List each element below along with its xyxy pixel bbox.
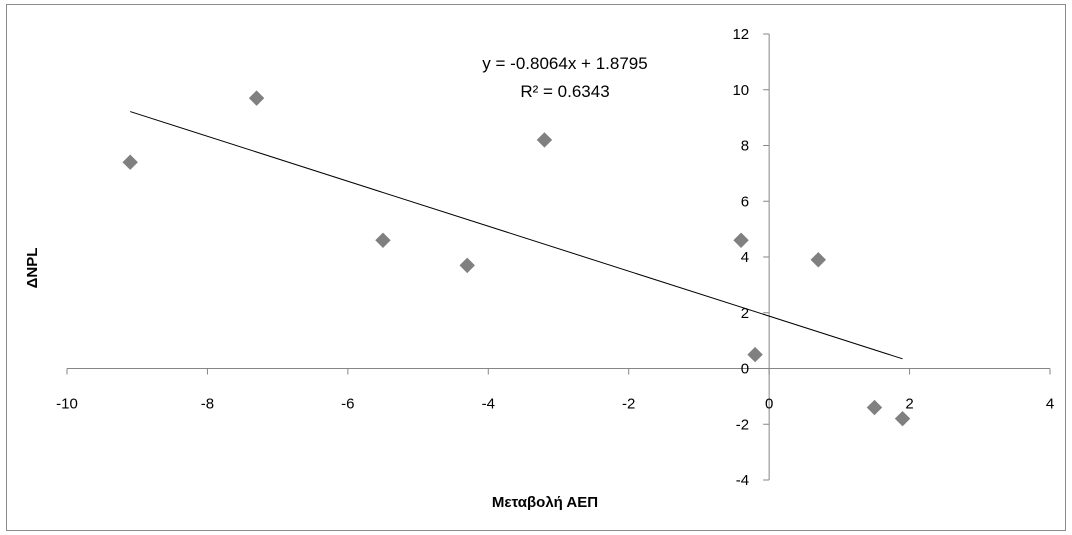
y-tick-label: 0 [741,361,749,378]
trendline [130,111,903,360]
y-axis-title: ΔNPL [24,248,41,289]
data-point [459,257,475,274]
data-point [375,232,391,248]
y-tick-label: 4 [741,249,749,266]
y-tick-label: 12 [732,26,749,43]
x-tick-label: -4 [482,396,495,413]
data-point [810,252,826,268]
x-tick-label: -8 [201,396,214,413]
y-tick-label: -2 [736,416,749,433]
chart-frame: -10 -8 -6 -4 -2 0 2 4 -4 -2 0 2 4 6 8 10 12 y = -0.8064x… [6,4,1066,531]
data-point [733,232,749,248]
tick-labels: -10 -8 -6 -4 -2 0 2 4 -4 -2 0 2 4 6 8 10 12 [56,26,1054,489]
trendline-equation: y = -0.8064x + 1.8795 [482,54,647,73]
x-tick-label: -10 [56,396,78,413]
x-tick-label: 4 [1046,396,1054,413]
y-tick-label: 2 [741,305,749,322]
r-squared-label: R² = 0.6343 [520,82,609,101]
x-tick-label: -6 [341,396,354,413]
data-point [536,132,553,148]
data-point [866,399,883,416]
data-points [122,90,911,427]
data-point [747,346,763,363]
data-point [894,410,911,427]
y-tick-label: 6 [741,193,749,210]
x-tick-label: -2 [622,396,635,413]
y-tick-label: 8 [741,138,749,155]
y-tick-label: -4 [736,472,749,489]
x-tick-label: 0 [765,396,773,413]
data-point [122,154,138,170]
scatter-chart: -10 -8 -6 -4 -2 0 2 4 -4 -2 0 2 4 6 8 10 12 y = -0.8064x… [24,26,1054,511]
y-tick-label: 10 [732,82,749,99]
x-tick-label: 2 [905,396,913,413]
data-point [248,90,265,106]
x-axis-title: Μεταβολή ΑΕΠ [492,494,598,511]
axes [66,33,1051,481]
